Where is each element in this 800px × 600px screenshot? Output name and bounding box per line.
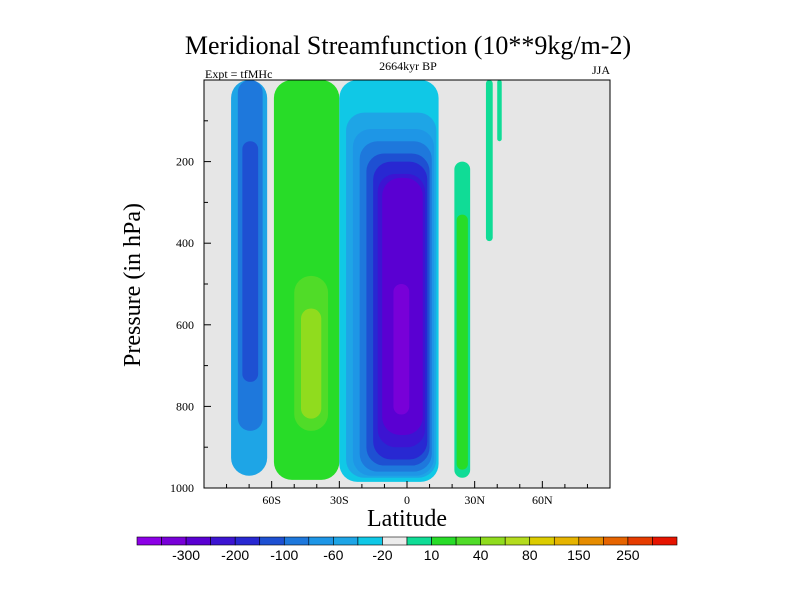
colorbar-swatch <box>578 536 604 546</box>
colorbar-swatch <box>603 536 629 546</box>
colorbar-label: -100 <box>270 547 298 563</box>
chart-subtitle: 2664kyr BP <box>379 59 437 73</box>
colorbar-swatch <box>234 536 261 546</box>
colorbar-label: -60 <box>323 547 343 563</box>
colorbar-labels: -300 -200 -100 -60 -20 10 40 80 150 250 <box>172 547 640 563</box>
colorbar-swatch <box>283 536 310 546</box>
colorbar-swatch <box>308 536 334 546</box>
plot-area <box>203 79 611 489</box>
colorbar-swatch <box>627 536 653 546</box>
contour-nh-upper-tongue-2 <box>497 80 502 142</box>
contour-sh-polar-cell-core <box>242 141 259 382</box>
colorbar-label: 250 <box>616 547 640 563</box>
y-tick-label: 400 <box>176 236 194 250</box>
contour-nh-cell-core <box>456 214 468 470</box>
x-tick-label: 0 <box>404 493 410 507</box>
colorbar-label: 150 <box>567 547 591 563</box>
colorbar-swatch <box>431 536 457 546</box>
colorbar-swatch <box>504 536 531 546</box>
colorbar-swatch <box>455 536 481 546</box>
colorbar-swatch <box>210 536 236 546</box>
contour-cells <box>231 80 502 482</box>
x-tick-label: 30S <box>330 493 349 507</box>
contour-nh-upper-tongue <box>485 80 493 242</box>
colorbar-label: -200 <box>221 547 249 563</box>
colorbar-label: -300 <box>172 547 200 563</box>
x-tick-label: 30N <box>464 493 485 507</box>
colorbar-swatch <box>553 536 580 546</box>
chart-title: Meridional Streamfunction (10**9kg/m-2) <box>185 31 631 60</box>
colorbar-swatch <box>259 536 285 546</box>
x-axis: 60S 30S 0 30N 60N <box>226 481 588 507</box>
colorbar-label: 10 <box>424 547 440 563</box>
colorbar-swatch <box>161 536 187 546</box>
y-tick-label: 200 <box>176 155 194 169</box>
x-tick-label: 60S <box>262 493 281 507</box>
y-axis: 200 400 600 800 1000 <box>170 120 211 495</box>
y-axis-label: Pressure (in hPa) <box>120 203 146 367</box>
y-tick-label: 1000 <box>170 481 194 495</box>
colorbar-label: 80 <box>522 547 538 563</box>
colorbar-swatch <box>333 536 359 546</box>
colorbar-swatch <box>480 536 506 546</box>
colorbar <box>136 536 678 546</box>
colorbar-swatch <box>652 536 678 546</box>
colorbar-swatch <box>529 536 555 546</box>
colorbar-swatch <box>185 536 211 546</box>
colorbar-label: -20 <box>372 547 392 563</box>
colorbar-swatch <box>382 536 408 546</box>
experiment-label: Expt = tfMHc <box>205 67 272 81</box>
colorbar-swatch <box>406 536 432 546</box>
colorbar-swatch <box>357 536 383 546</box>
x-tick-label: 60N <box>532 493 553 507</box>
contour-hadley-cell-core <box>393 284 410 415</box>
season-label: JJA <box>592 63 610 77</box>
x-axis-label: Latitude <box>367 506 447 532</box>
colorbar-label: 40 <box>473 547 489 563</box>
contour-sh-ferrel-cell-peak <box>300 308 322 419</box>
colorbar-swatch <box>136 536 162 546</box>
y-tick-label: 600 <box>176 318 194 332</box>
y-tick-label: 800 <box>176 399 194 413</box>
